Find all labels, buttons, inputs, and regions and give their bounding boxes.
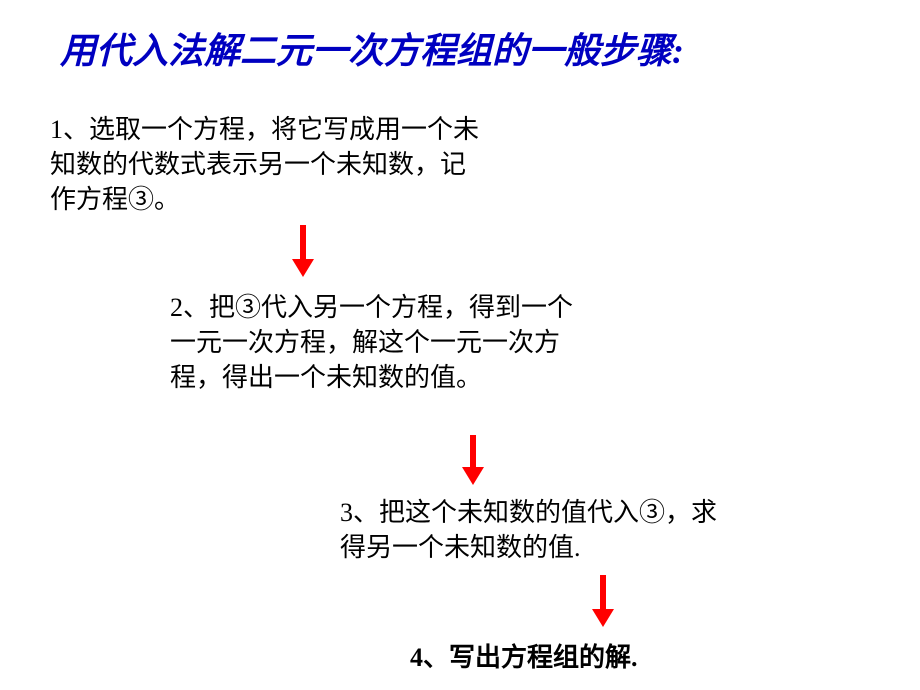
step-4: 4、写出方程组的解. bbox=[410, 640, 810, 675]
step-2: 2、把③代入另一个方程，得到一个一元一次方程，解这个一元一次方程，得出一个未知数… bbox=[170, 290, 590, 395]
arrow-head-icon bbox=[292, 259, 314, 277]
step-1: 1、选取一个方程，将它写成用一个未知数的代数式表示另一个未知数，记作方程③。 bbox=[50, 112, 490, 217]
step-3: 3、把这个未知数的值代入③，求得另一个未知数的值. bbox=[340, 495, 740, 565]
page-title: 用代入法解二元一次方程组的一般步骤: bbox=[60, 22, 684, 74]
arrow-shaft bbox=[470, 435, 476, 468]
arrow-head-icon bbox=[462, 467, 484, 485]
arrow-shaft bbox=[300, 225, 306, 260]
arrow-1-to-2 bbox=[300, 225, 306, 260]
arrow-3-to-4 bbox=[600, 575, 606, 610]
arrow-shaft bbox=[600, 575, 606, 610]
arrow-2-to-3 bbox=[470, 435, 476, 468]
arrow-head-icon bbox=[592, 609, 614, 627]
